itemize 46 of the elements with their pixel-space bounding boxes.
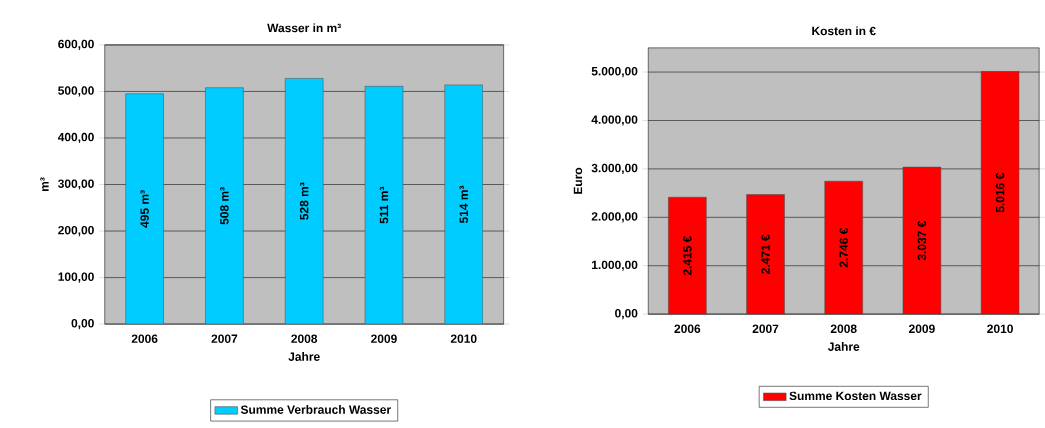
y-axis-title: m³ [40, 177, 49, 192]
data-label: 5.016 € [995, 173, 1005, 213]
y-tick-label: 300,00 [58, 179, 94, 190]
x-tick-label: 2007 [211, 334, 238, 344]
data-label: 511 m³ [379, 186, 389, 224]
bar [980, 71, 1020, 315]
y-tick-label: 200,00 [58, 226, 94, 237]
chart-title: Kosten in € [812, 26, 876, 36]
chart-title: Wasser in m³ [267, 23, 341, 33]
legend-label: Summe Kosten Wasser [789, 391, 922, 401]
y-tick-label: 5.000,00 [591, 67, 638, 78]
x-tick-label: 2010 [450, 334, 477, 344]
data-label: 2.415 € [683, 236, 692, 276]
x-tick-label: 2006 [131, 334, 158, 344]
data-label: 514 m³ [459, 185, 468, 224]
data-label: 528 m³ [299, 182, 309, 220]
x-axis-title: Jahre [288, 352, 320, 361]
y-tick-label: 4.000,00 [591, 115, 638, 126]
y-tick-label: 1.000,00 [592, 260, 638, 271]
bar [824, 181, 863, 315]
y-axis-title: Euro [573, 167, 583, 194]
data-label: 2.471 € [761, 234, 770, 274]
y-tick-label: 2.000,00 [591, 212, 638, 223]
bar [668, 197, 707, 315]
y-tick-label: 0,00 [615, 309, 638, 320]
legend-label: Summe Verbrauch Wasser [240, 405, 391, 414]
y-tick-label: 600,00 [58, 39, 94, 51]
y-tick-label: 400,00 [57, 132, 94, 144]
x-tick-label: 2008 [291, 334, 318, 344]
x-tick-label: 2007 [752, 324, 779, 334]
x-axis-title: Jahre [827, 342, 860, 351]
x-tick-label: 2009 [909, 324, 935, 334]
x-tick-label: 2008 [830, 324, 857, 334]
y-tick-label: 0,00 [71, 319, 94, 330]
bar [746, 194, 785, 315]
y-tick-label: 100,00 [58, 272, 94, 283]
data-label: 3.037 € [917, 220, 927, 261]
x-tick-label: 2010 [987, 324, 1013, 334]
y-tick-label: 500,00 [58, 86, 94, 97]
data-label: 2.746 € [839, 228, 848, 268]
data-label: 495 m³ [140, 190, 149, 228]
data-label: 508 m³ [220, 187, 229, 225]
y-tick-label: 3.000,00 [591, 163, 638, 175]
x-tick-label: 2006 [674, 324, 701, 334]
x-tick-label: 2009 [371, 334, 397, 344]
bar [902, 166, 942, 315]
